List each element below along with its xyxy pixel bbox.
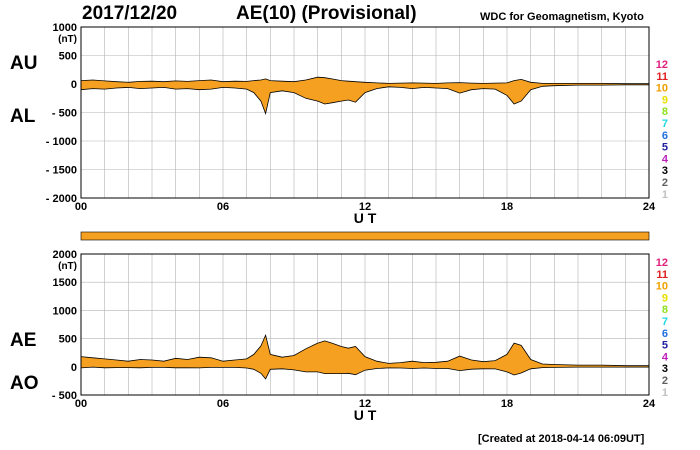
y-tick-label: 1000	[53, 305, 77, 317]
y-tick-label: 2000	[53, 249, 77, 261]
station-count-label: 11	[656, 269, 668, 281]
y-tick-label: 500	[59, 51, 77, 63]
station-count-label: 4	[662, 153, 669, 165]
data-source: WDC for Geomagnetism, Kyoto	[480, 11, 644, 23]
data-coverage-bar	[80, 231, 650, 241]
station-count-label: 6	[662, 130, 668, 142]
station-count-label: 3	[662, 363, 668, 375]
plot-frame	[80, 26, 650, 199]
y-tick-label: 0	[71, 362, 77, 374]
x-tick-label: 24	[643, 201, 656, 213]
y-tick-label: - 1500	[46, 165, 77, 177]
y-unit-label: (nT)	[58, 34, 77, 45]
station-count-label: 10	[656, 281, 668, 293]
station-count-label: 2	[662, 177, 668, 189]
series-label-au: AU	[10, 53, 37, 74]
x-tick-label: 12	[359, 398, 371, 410]
x-tick-label: 06	[217, 398, 229, 410]
chart-date: 2017/12/20	[82, 3, 178, 24]
y-tick-label: 1000	[53, 22, 77, 34]
x-tick-label: 18	[501, 201, 513, 213]
x-tick-label: 06	[217, 201, 229, 213]
station-count-label: 11	[656, 71, 668, 83]
station-count-label: 10	[656, 83, 668, 95]
chart-title: AE(10) (Provisional)	[236, 3, 417, 24]
series-line-au	[80, 76, 649, 85]
y-tick-label: 500	[59, 334, 77, 346]
y-unit-label: (nT)	[58, 261, 77, 272]
station-count-label: 8	[662, 106, 668, 118]
station-count-label: 3	[662, 165, 668, 177]
station-count-label: 9	[662, 94, 668, 106]
station-count-label: 7	[662, 316, 668, 328]
station-count-label: 9	[662, 292, 668, 304]
station-count-label: 8	[662, 304, 668, 316]
x-tick-label: 24	[643, 398, 656, 410]
x-tick-label: 00	[75, 201, 87, 213]
y-tick-label: 1500	[53, 277, 77, 289]
station-count-label: 7	[662, 118, 668, 130]
y-tick-label: - 500	[52, 108, 77, 120]
x-tick-label: 00	[75, 398, 87, 410]
series-label-ae: AE	[10, 330, 36, 351]
y-tick-label: 0	[71, 79, 77, 91]
created-stamp: [Created at 2018-04-14 06:09UT]	[478, 433, 645, 445]
series-line-ao	[80, 366, 649, 380]
station-count-label: 6	[662, 328, 668, 340]
y-tick-label: - 500	[52, 390, 77, 402]
station-count-label: 1	[662, 387, 668, 399]
series-label-ao: AO	[10, 373, 39, 394]
series-fill-area	[81, 335, 649, 379]
station-count-label: 12	[656, 59, 668, 71]
series-fill-area	[81, 77, 649, 114]
y-tick-label: - 2000	[46, 193, 77, 205]
x-axis-label: U T	[354, 210, 377, 226]
station-count-label: 4	[662, 351, 669, 363]
y-tick-label: - 1000	[46, 136, 77, 148]
station-count-label: 1	[662, 189, 668, 201]
station-count-label: 5	[662, 142, 668, 154]
series-label-al: AL	[10, 106, 36, 127]
x-tick-label: 12	[359, 201, 371, 213]
x-tick-label: 18	[501, 398, 513, 410]
station-count-label: 5	[662, 340, 668, 352]
station-count-label: 12	[656, 257, 668, 269]
series-line-ae	[80, 333, 649, 367]
x-axis-label: U T	[354, 407, 377, 423]
station-count-label: 2	[662, 375, 668, 387]
plot-frame	[80, 253, 650, 396]
series-line-al	[80, 84, 649, 115]
